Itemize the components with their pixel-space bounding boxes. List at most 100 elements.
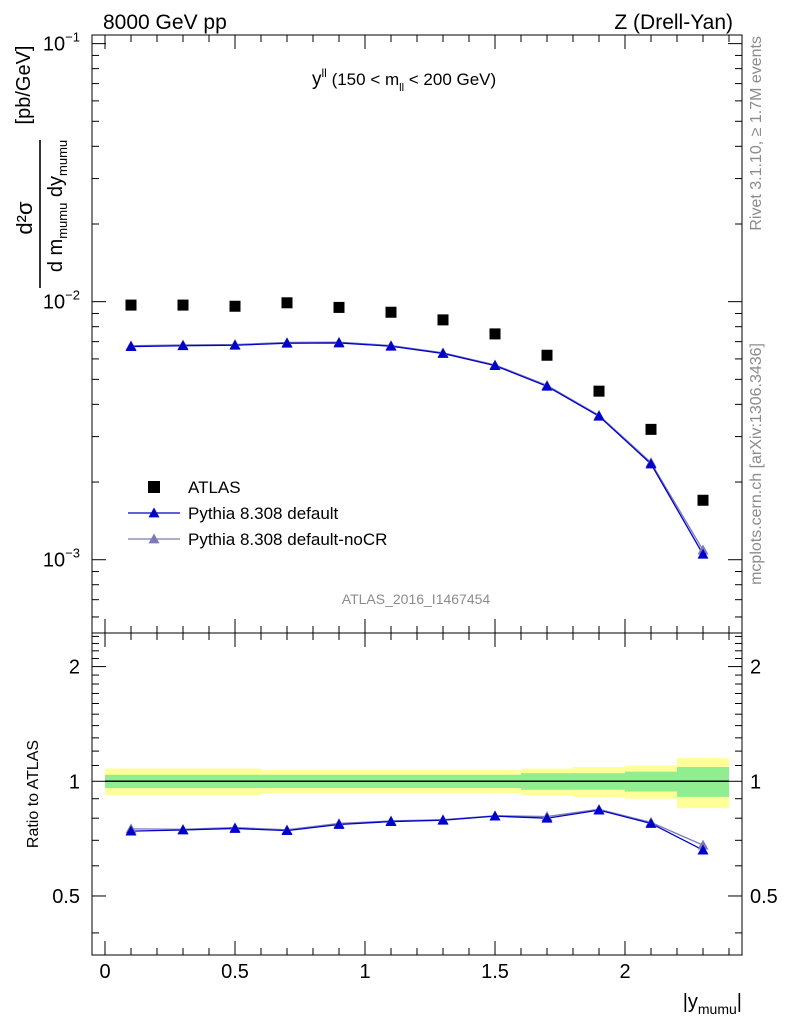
ratio-y-tick-label-right: 1 bbox=[750, 771, 761, 793]
ratio-point-default bbox=[645, 817, 657, 828]
point-default bbox=[177, 340, 189, 351]
ratio-point-default bbox=[541, 812, 553, 823]
ratio-y-tick-label-right: 2 bbox=[750, 657, 761, 679]
point-default bbox=[281, 337, 293, 348]
series-line-nocr bbox=[130, 341, 704, 551]
ylabel-den-sub: mumu bbox=[55, 203, 70, 239]
ratio-y-tick-label: 1 bbox=[69, 771, 80, 793]
main-y-tick-exp: −2 bbox=[65, 288, 80, 303]
point-default bbox=[229, 339, 241, 350]
ratio-point-default bbox=[489, 810, 501, 821]
point-atlas bbox=[593, 385, 605, 397]
legend-item: Pythia 8.308 default bbox=[128, 504, 339, 523]
point-default bbox=[645, 458, 657, 469]
plot-title-sup: ll bbox=[322, 66, 327, 80]
plot-title-main: y bbox=[312, 69, 322, 90]
main-y-label: d²σ d mmumu dymumu [pb/GeV] bbox=[12, 46, 70, 288]
ratio-y-tick-label: 0.5 bbox=[52, 886, 80, 908]
main-y-tick-exp: −3 bbox=[65, 546, 80, 561]
x-tick-label: 1.5 bbox=[481, 961, 509, 983]
ratio-point-default bbox=[229, 822, 241, 833]
ylabel-den-b: dy bbox=[45, 176, 67, 203]
main-axis-ticks: 10−110−210−3 bbox=[43, 30, 742, 618]
ylabel-unit: [pb/GeV] bbox=[13, 46, 35, 125]
plot-title-rest-b: < 200 GeV) bbox=[404, 70, 496, 89]
legend-item: Pythia 8.308 default-noCR bbox=[128, 530, 387, 549]
xlabel-sub: mumu bbox=[698, 1001, 737, 1017]
point-default bbox=[125, 341, 137, 351]
legend-label: Pythia 8.308 default bbox=[188, 504, 339, 523]
point-default bbox=[333, 337, 345, 348]
x-axis-label: |ymumu| bbox=[683, 991, 742, 1017]
point-atlas bbox=[541, 349, 553, 361]
point-atlas bbox=[281, 297, 293, 309]
rivet-label: Rivet 3.1.10, ≥ 1.7M events bbox=[748, 36, 765, 231]
ratio-point-default bbox=[333, 819, 345, 829]
ylabel-den-sub2: mumu bbox=[55, 140, 70, 176]
point-atlas bbox=[229, 300, 241, 312]
ratio-point-default bbox=[385, 816, 397, 826]
main-y-tick-exp: −1 bbox=[65, 30, 80, 45]
ylabel-numerator: d²σ bbox=[12, 201, 37, 235]
main-y-tick-label: 10−3 bbox=[43, 546, 80, 572]
point-default bbox=[541, 380, 553, 391]
point-default bbox=[489, 360, 501, 371]
analysis-watermark: ATLAS_2016_I1467454 bbox=[342, 591, 491, 607]
point-atlas bbox=[489, 328, 501, 340]
legend: ATLAS Pythia 8.308 default Pythia 8.308 de… bbox=[128, 478, 387, 549]
x-tick-label: 2 bbox=[619, 961, 630, 983]
x-tick-label: 1 bbox=[359, 961, 370, 983]
main-y-tick-base: 10 bbox=[43, 292, 65, 314]
ratio-y-tick-label: 2 bbox=[69, 657, 80, 679]
x-tick-label: 0 bbox=[99, 961, 110, 983]
main-y-tick-label: 10−2 bbox=[43, 288, 80, 314]
ratio-point-default bbox=[437, 814, 449, 825]
ratio-point-default bbox=[177, 824, 189, 835]
ratio-point-default bbox=[593, 804, 605, 815]
mcplots-label: mcplots.cern.ch [arXiv:1306.3436] bbox=[748, 343, 765, 585]
legend-item: ATLAS bbox=[148, 478, 241, 497]
main-y-tick-base: 10 bbox=[43, 34, 65, 56]
point-default bbox=[385, 340, 397, 351]
point-default bbox=[437, 347, 449, 358]
ratio-y-label: Ratio to ATLAS bbox=[25, 740, 42, 848]
ratio-line-default bbox=[130, 809, 704, 851]
main-y-tick-base: 10 bbox=[43, 550, 65, 572]
plot-title: yll (150 < mll < 200 GeV) bbox=[312, 66, 496, 94]
point-atlas bbox=[333, 301, 345, 313]
point-atlas bbox=[645, 423, 657, 435]
point-default bbox=[593, 410, 605, 421]
legend-label: Pythia 8.308 default-noCR bbox=[188, 530, 387, 549]
ylabel-den-a: d m bbox=[45, 239, 67, 272]
ratio-point-default bbox=[697, 844, 709, 855]
header-right: Z (Drell-Yan) bbox=[614, 11, 733, 34]
legend-marker-square bbox=[148, 481, 160, 493]
legend-label: ATLAS bbox=[188, 478, 241, 497]
plot-title-rest-a: (150 < m bbox=[327, 70, 399, 89]
point-default bbox=[697, 548, 709, 559]
legend-marker-triangle bbox=[148, 533, 160, 544]
xlabel-end: | bbox=[737, 991, 742, 1013]
main-series bbox=[125, 297, 709, 559]
point-atlas bbox=[385, 306, 397, 318]
series-line-default bbox=[130, 342, 704, 555]
point-atlas bbox=[697, 494, 709, 506]
ratio-point-default bbox=[281, 825, 293, 836]
point-atlas bbox=[437, 314, 449, 326]
x-tick-label: 0.5 bbox=[221, 961, 249, 983]
header-left: 8000 GeV pp bbox=[103, 11, 227, 34]
ratio-uncertainty-bands bbox=[105, 758, 729, 809]
main-y-tick-label: 10−1 bbox=[43, 30, 80, 56]
plot-title-sub: ll bbox=[399, 82, 404, 94]
point-atlas bbox=[125, 299, 137, 311]
x-axis-ticks: 0 0.5 1 1.5 2 bbox=[99, 35, 730, 983]
ratio-series bbox=[125, 803, 709, 855]
ratio-point-default bbox=[125, 825, 137, 836]
ratio-axis-ticks: 0.5 0.5 1 1 2 2 bbox=[52, 635, 778, 934]
point-atlas bbox=[177, 299, 189, 311]
xlabel-main: |y bbox=[683, 991, 698, 1013]
ylabel-denominator: d mmumu dymumu bbox=[45, 140, 70, 272]
ratio-y-tick-label-right: 0.5 bbox=[750, 886, 778, 908]
legend-marker-triangle bbox=[148, 507, 160, 518]
